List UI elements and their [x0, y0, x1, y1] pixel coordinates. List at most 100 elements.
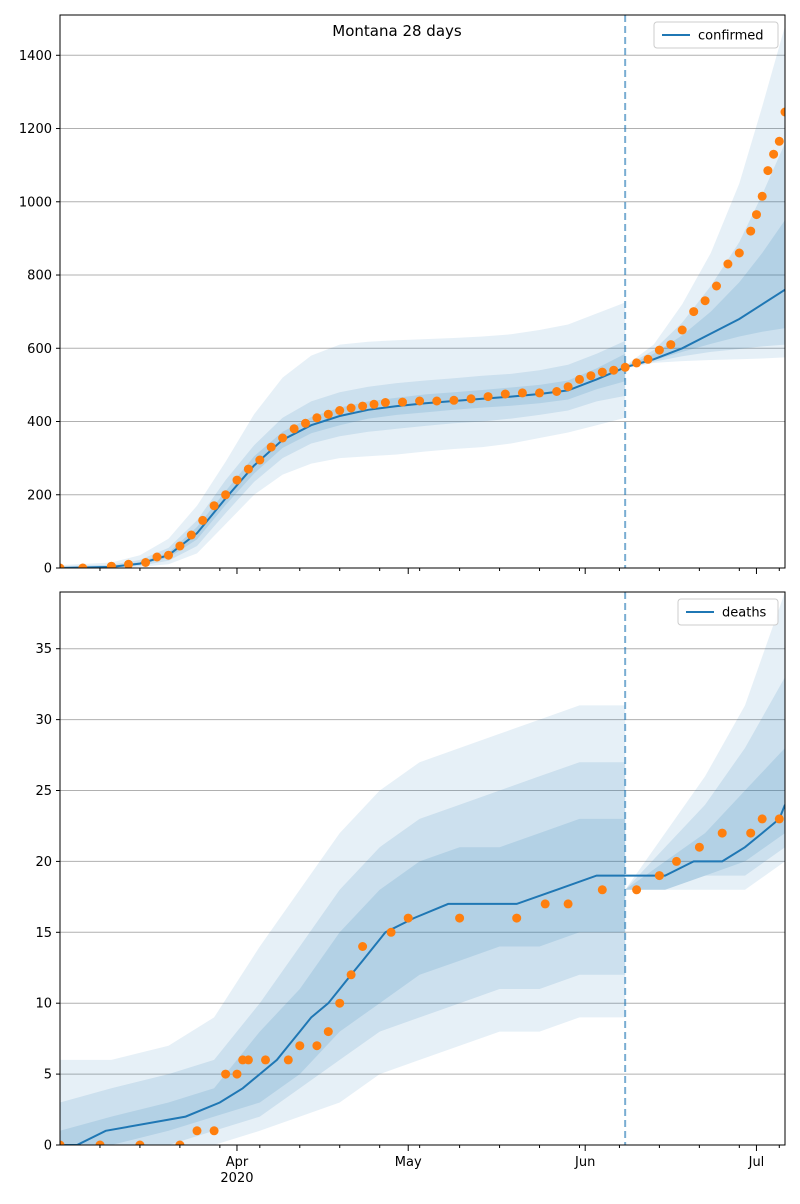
observed-point: [449, 395, 459, 405]
observed-point: [380, 398, 390, 407]
uncertainty-band-middle: [60, 762, 626, 1145]
plot-area: [60, 15, 785, 568]
observed-point: [346, 403, 356, 413]
observed-point: [466, 394, 476, 404]
observed-point: [654, 871, 664, 881]
y-tick-label: 5: [44, 1068, 52, 1083]
observed-point: [632, 358, 642, 368]
fit-line-deaths: [60, 804, 785, 1145]
chart-title: Montana 28 days: [332, 22, 462, 40]
observed-point: [540, 899, 550, 909]
observed-point: [712, 281, 721, 291]
observed-point: [403, 913, 413, 923]
observed-point: [723, 259, 733, 269]
y-tick-label: 200: [27, 488, 52, 503]
observed-point: [586, 371, 596, 381]
observed-point: [432, 396, 442, 406]
observed-point: [323, 409, 333, 419]
observed-point: [700, 296, 710, 306]
observed-point: [283, 1055, 293, 1065]
y-tick-label: 15: [35, 926, 52, 941]
observed-point: [552, 387, 562, 396]
observed-point: [106, 561, 116, 568]
observed-point: [295, 1041, 305, 1051]
uncertainty-band-inner: [625, 748, 785, 890]
observed-point: [221, 490, 231, 500]
observed-point: [209, 1126, 219, 1136]
observed-point: [609, 365, 619, 375]
plot-area: [60, 592, 785, 1145]
x-tick-label: May: [395, 1155, 422, 1170]
y-tick-label: 400: [27, 415, 52, 430]
legend: confirmed: [653, 21, 779, 49]
observed-point: [763, 166, 773, 176]
observed-point: [312, 413, 322, 423]
uncertainty-band-middle: [625, 143, 785, 368]
observed-point: [135, 1140, 145, 1145]
observed-point: [757, 814, 767, 824]
observed-point: [312, 1041, 322, 1051]
observed-point: [346, 970, 356, 980]
observed-point: [198, 515, 208, 525]
y-tick-label: 1400: [19, 49, 52, 64]
y-tick-label: 10: [35, 997, 52, 1012]
uncertainty-band-outer: [625, 592, 785, 890]
observed-point: [175, 541, 185, 551]
observed-point: [255, 455, 265, 465]
observed-point: [358, 942, 368, 951]
observed-point: [746, 226, 756, 236]
uncertainty-band-inner: [625, 220, 785, 368]
observed-point: [774, 136, 784, 146]
observed-point: [535, 388, 544, 398]
observed-point: [243, 1055, 253, 1065]
observed-point: [141, 558, 151, 567]
legend-box: [677, 598, 779, 626]
observed-point: [335, 406, 345, 415]
observed-point: [95, 1140, 105, 1145]
axes-frame: [59, 14, 786, 569]
observed-point: [483, 392, 493, 402]
observed-point: [632, 885, 642, 895]
y-tick-label: 35: [35, 642, 52, 657]
x-tick-label: Jul: [748, 1155, 765, 1170]
observed-point: [124, 559, 133, 568]
y-tick-label: 20: [35, 855, 52, 870]
observed-point: [221, 1069, 231, 1079]
observed-point: [734, 248, 744, 258]
observed-point: [597, 885, 607, 895]
y-tick-label: 0: [44, 1139, 52, 1154]
observed-point: [563, 899, 573, 909]
observed-point: [175, 1140, 185, 1145]
y-tick-label: 1200: [19, 122, 52, 137]
observed-point: [232, 1069, 242, 1079]
observed-point: [757, 191, 767, 201]
observed-point: [654, 345, 664, 355]
observed-point: [752, 210, 761, 220]
observed-point: [512, 913, 522, 923]
legend: deaths: [677, 598, 779, 626]
observed-point: [358, 401, 368, 411]
observed-point: [694, 842, 704, 852]
observed-point: [769, 149, 779, 159]
legend-label: confirmed: [698, 29, 764, 44]
observed-point: [620, 362, 630, 372]
observed-point: [243, 464, 253, 474]
legend-label: deaths: [722, 606, 767, 621]
uncertainty-band-inner: [60, 353, 626, 568]
uncertainty-band-inner: [60, 818, 626, 1145]
y-tick-label: 30: [35, 713, 52, 728]
observed-point: [500, 389, 510, 399]
observed-point: [266, 442, 276, 452]
observed-point: [261, 1055, 270, 1065]
observed-point: [301, 418, 310, 428]
uncertainty-band-middle: [625, 677, 785, 890]
uncertainty-band-outer: [60, 705, 626, 1145]
observed-point: [563, 382, 573, 392]
observed-point: [335, 998, 345, 1008]
observed-point: [60, 563, 65, 568]
observed-point: [78, 563, 88, 568]
observed-point: [60, 1140, 65, 1145]
uncertainty-band-outer: [60, 302, 626, 568]
observed-point: [597, 367, 607, 377]
